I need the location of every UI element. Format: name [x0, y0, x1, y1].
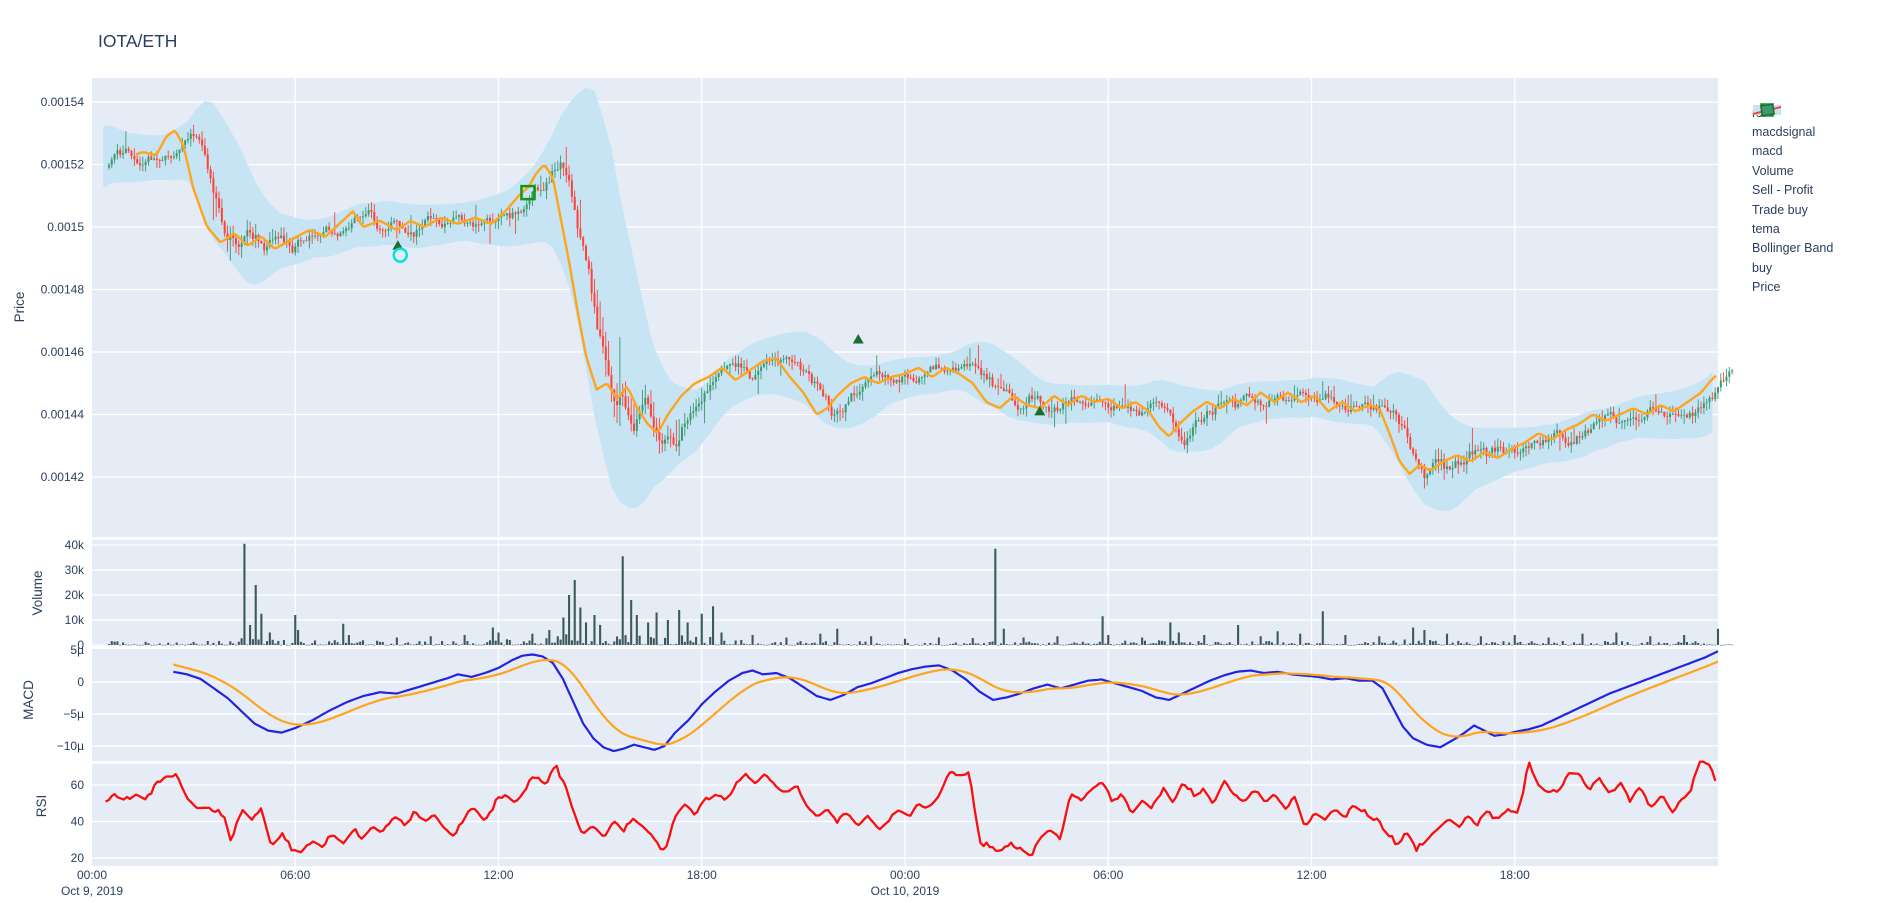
price-y-tick-label: 0.00146	[41, 345, 85, 359]
legend-item-sell-profit[interactable]: Sell - Profit	[1752, 103, 1833, 200]
legend-item-label: Price	[1752, 280, 1781, 295]
x-tick-label: 18:00	[1500, 868, 1530, 882]
legend-item-label: tema	[1752, 222, 1780, 237]
tema-line	[135, 129, 1717, 476]
x-date-label: Oct 10, 2019	[871, 884, 940, 898]
sell-profit-marker[interactable]	[520, 184, 536, 201]
price-y-tick-label: 0.00152	[41, 158, 85, 172]
legend-item-label: Trade buy	[1752, 202, 1808, 217]
price-axis-title: Price	[12, 292, 27, 323]
x-tick-label: 06:00	[280, 868, 310, 882]
legend-item-macd[interactable]: macd	[1752, 108, 1833, 161]
volume-y-tick-label: 10k	[65, 613, 85, 627]
legend-item-buy[interactable]: buy	[1752, 105, 1833, 277]
legend: rsimacdsignalmacdVolumeSell - ProfitTrad…	[1752, 103, 1833, 297]
price-y-tick-label: 0.00154	[41, 95, 85, 109]
bollinger-band	[103, 87, 1713, 511]
price-y-tick-label: 0.00148	[41, 283, 85, 297]
rsi-axis-title: RSI	[34, 795, 49, 818]
rsi-y-tick-label: 60	[71, 778, 85, 792]
price-y-tick-label: 0.00144	[41, 408, 85, 422]
x-date-label: Oct 9, 2019	[61, 884, 123, 898]
legend-item-label: buy	[1752, 260, 1773, 275]
x-tick-label: 06:00	[1093, 868, 1123, 882]
macd-y-tick-label: 5µ	[70, 643, 84, 657]
legend-item-price[interactable]: Price	[1752, 103, 1833, 297]
axis-labels: 0.00154 0.00152 0.0015 0.00148 0.00146 0.0014…	[12, 95, 1530, 898]
buy-marker[interactable]	[852, 334, 864, 344]
price-swatch-icon	[1752, 103, 1782, 117]
volume-y-tick-label: 40k	[65, 538, 85, 552]
rsi-y-tick-label: 40	[71, 815, 85, 829]
x-tick-label: 00:00	[77, 868, 107, 882]
macd-y-tick-label: 0	[77, 675, 84, 689]
legend-item-label: Bollinger Band	[1752, 241, 1834, 256]
x-tick-label: 18:00	[687, 868, 717, 882]
legend-item-label: macd	[1752, 144, 1783, 159]
volume-y-tick-label: 0	[77, 638, 84, 652]
legend-item-bollinger-band[interactable]: Bollinger Band	[1752, 105, 1834, 258]
volume-y-tick-label: 30k	[65, 563, 85, 577]
buy-marker[interactable]	[1034, 405, 1046, 416]
legend-item-label: Sell - Profit	[1752, 183, 1814, 198]
rsi-y-tick-label: 20	[71, 851, 85, 865]
macdsignal-line	[172, 658, 1719, 746]
trade-buy-marker[interactable]	[392, 247, 409, 263]
x-tick-label: 00:00	[890, 868, 920, 882]
legend-item-tema[interactable]: tema	[1752, 108, 1833, 238]
price-y-tick-label: 0.0015	[47, 220, 84, 234]
macd-axis-title: MACD	[21, 680, 36, 720]
macd-y-tick-label: −10µ	[57, 739, 84, 753]
legend-item-volume[interactable]: Volume	[1752, 103, 1833, 180]
buy-marker[interactable]	[392, 240, 404, 250]
legend-item-trade-buy[interactable]: Trade buy	[1752, 103, 1833, 219]
legend-item-label: Volume	[1752, 163, 1794, 178]
trade-markers	[392, 184, 1046, 416]
volume-y-tick-label: 20k	[65, 588, 85, 602]
price-y-tick-label: 0.00142	[41, 470, 85, 484]
macd-y-tick-label: −5µ	[63, 707, 84, 721]
volume-bars	[107, 543, 1734, 646]
legend-item-label: macdsignal	[1752, 125, 1816, 140]
x-tick-label: 12:00	[1296, 868, 1326, 882]
x-tick-label: 12:00	[483, 868, 513, 882]
rsi-line	[105, 760, 1717, 857]
chart-title: IOTA/ETH	[98, 31, 178, 51]
volume-axis-title: Volume	[30, 570, 45, 615]
legend-item-macdsignal[interactable]: macdsignal	[1752, 108, 1833, 141]
